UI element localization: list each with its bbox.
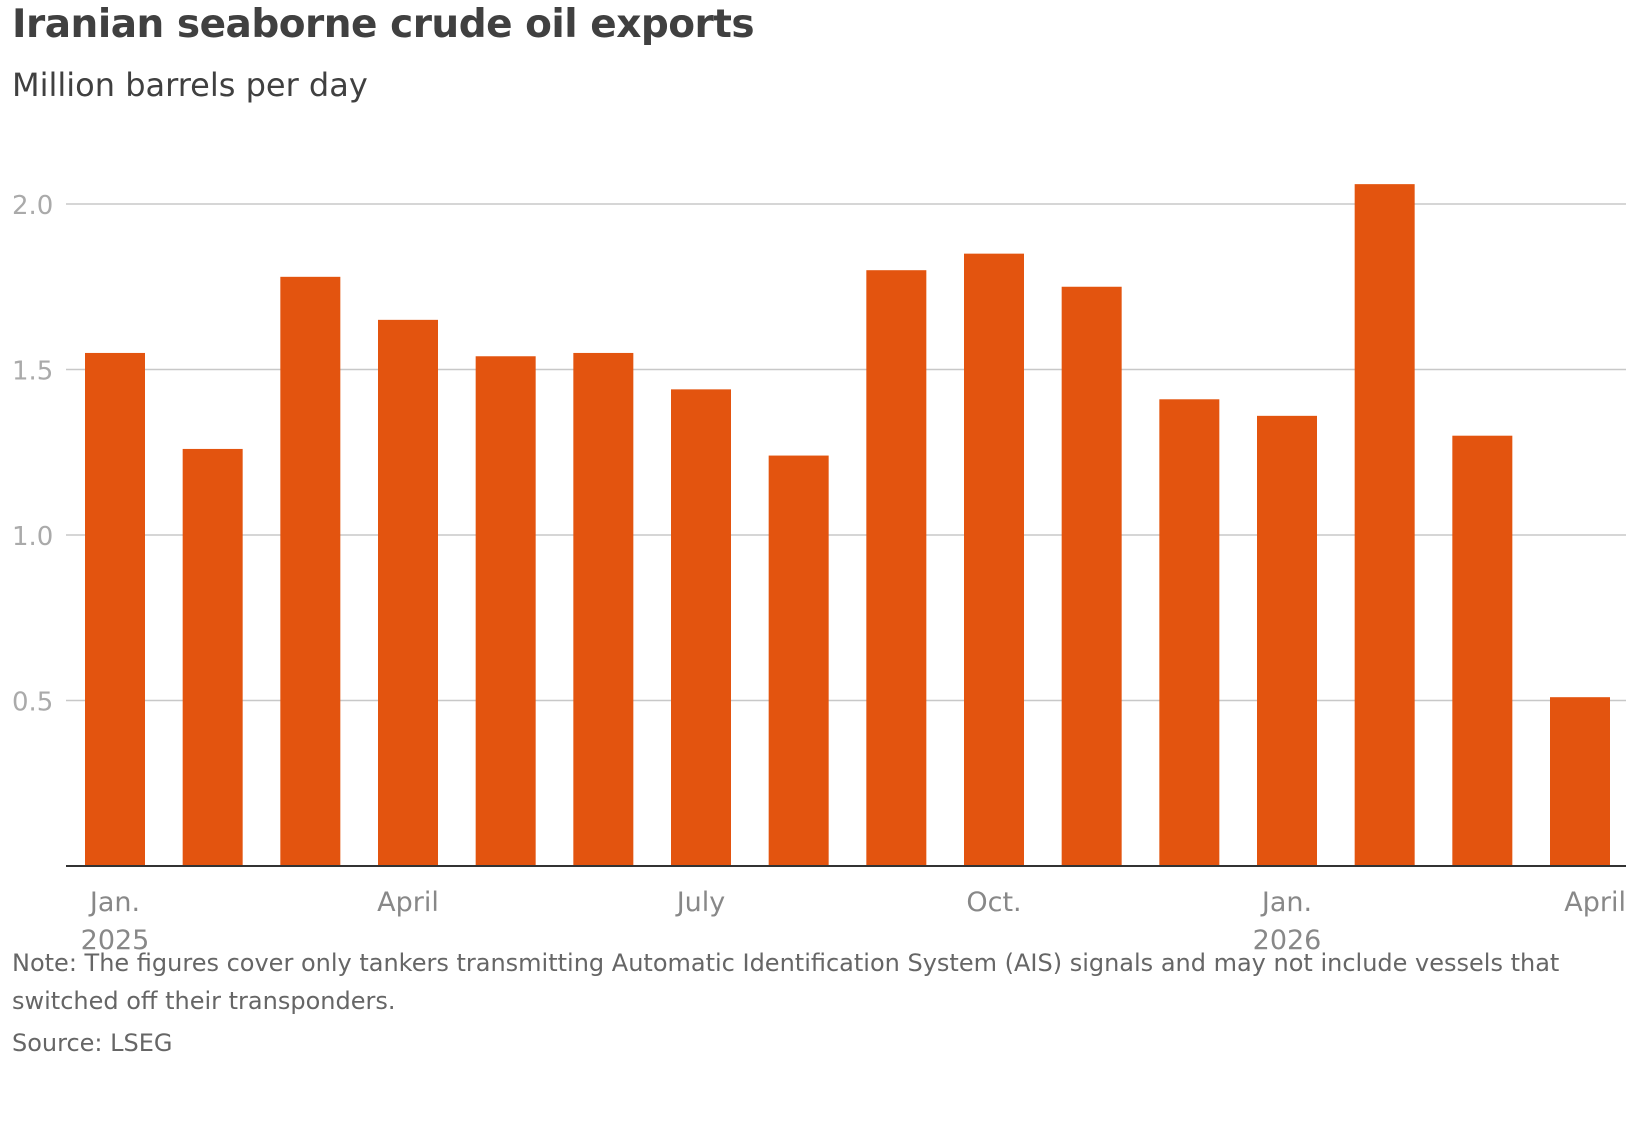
bar: Jan. 2026: 1.36: [1257, 415, 1317, 866]
bar: Jun. 2025: 1.55: [573, 352, 634, 866]
bar: Sep. 2025: 1.8: [866, 270, 927, 866]
x-tick-label: Oct.: [966, 887, 1021, 918]
x-tick-label: 2026: [1253, 925, 1322, 956]
x-tick-label: April: [377, 887, 439, 918]
y-tick-label: 1.0: [12, 522, 53, 552]
bar: Apr. 2025: 1.65: [378, 319, 438, 867]
bar: Nov. 2025: 1.75: [1061, 286, 1122, 866]
y-tick-label: 1.5: [12, 357, 53, 387]
bars-layer: Jan. 2025: 1.55 Feb. 2025: 1.26 Mar. 2025:…: [85, 184, 1610, 867]
y-tick-label: 0.5: [12, 688, 53, 718]
bar: Feb. 2025: 1.26: [182, 448, 243, 866]
x-axis-ticks: Jan. 2025 April July Oct. Jan. 2026 April: [81, 887, 1626, 956]
chart-note: Note: The figures cover only tankers tra…: [12, 949, 1560, 1015]
y-axis-ticks: 0.5 1.0 1.5 2.0: [12, 191, 53, 718]
bar: Jan. 2025: 1.55: [85, 352, 145, 866]
bar: Jul. 2025: 1.44: [671, 389, 731, 866]
bar: Apr. 2026: 0.51: [1550, 697, 1610, 866]
page-title: Iranian seaborne crude oil exports: [12, 2, 755, 47]
bar: Oct. 2025: 1.85: [964, 253, 1024, 866]
x-tick-label: Jan.: [88, 887, 140, 918]
bar: Mar. 2025: 1.78: [280, 276, 341, 866]
bar: Aug. 2025: 1.24: [768, 455, 829, 866]
y-tick-label: 2.0: [12, 191, 53, 221]
x-tick-label: 2025: [81, 925, 150, 956]
x-tick-label: July: [675, 887, 726, 918]
bar: Mar. 2026: 1.3: [1452, 435, 1513, 866]
chart-source: Source: LSEG: [12, 1029, 173, 1057]
x-tick-label: Jan.: [1260, 887, 1312, 918]
bar: Dec. 2025: 1.41: [1159, 399, 1220, 866]
bar: Feb. 2026: 2.06: [1354, 184, 1415, 866]
page-subtitle: Million barrels per day: [12, 66, 368, 104]
x-tick-label: April: [1564, 887, 1626, 918]
bar: May 2025: 1.54: [475, 356, 536, 866]
